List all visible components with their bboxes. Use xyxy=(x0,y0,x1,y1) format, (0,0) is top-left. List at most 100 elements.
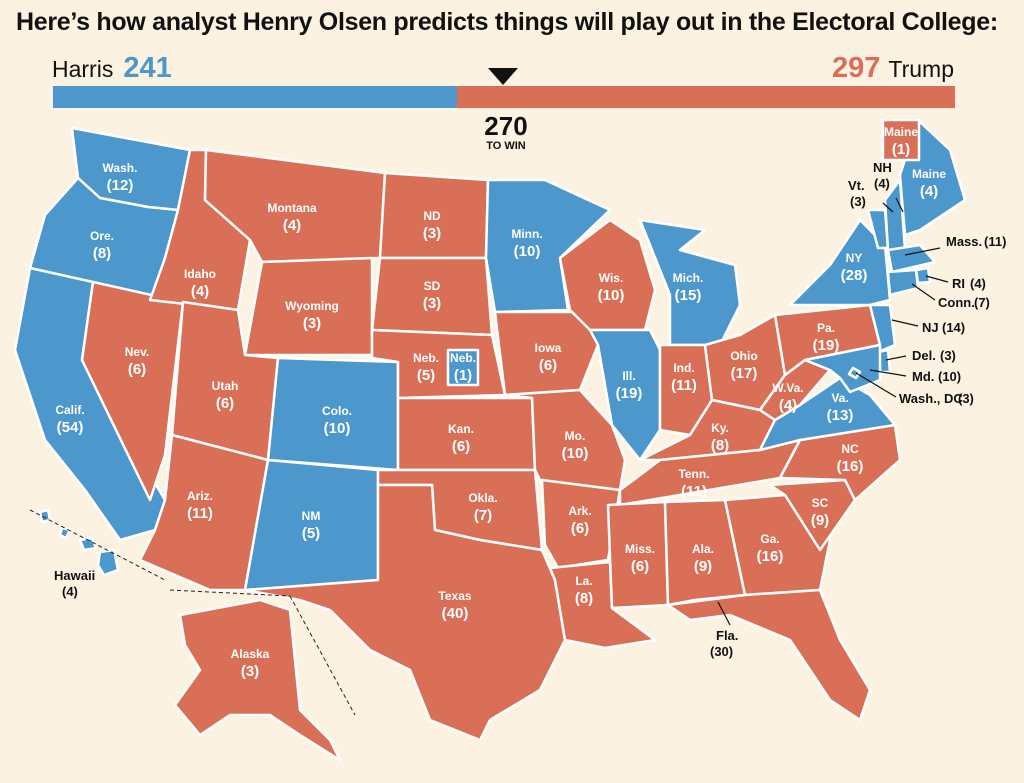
label-md-name: Md. xyxy=(912,369,934,384)
label-ia-name: Iowa xyxy=(535,341,562,355)
label-tx-ev: (40) xyxy=(442,605,469,622)
label-ms: Miss. (6) xyxy=(625,542,655,575)
label-ny-name: NY xyxy=(846,251,863,265)
label-ga-ev: (16) xyxy=(757,548,784,565)
label-nj-ev: (14) xyxy=(942,320,965,335)
alaska-divider-right xyxy=(289,595,356,716)
label-ne2-name: Neb. xyxy=(450,351,476,365)
label-mn-ev: (10) xyxy=(514,243,541,260)
label-ca-name: Calif. xyxy=(55,403,84,417)
label-mn-name: Minn. xyxy=(511,227,542,241)
state-va xyxy=(758,376,897,452)
label-il-ev: (19) xyxy=(616,385,643,402)
label-in-ev: (11) xyxy=(671,377,697,394)
state-ct xyxy=(886,268,920,297)
label-wy-name: Wyoming xyxy=(285,299,339,313)
label-ky-ev: (8) xyxy=(711,437,729,454)
label-mi-name: Mich. xyxy=(673,271,704,285)
state-dc xyxy=(847,366,862,380)
label-nc-name: NC xyxy=(841,442,859,456)
label-ri-name: RI xyxy=(952,276,965,291)
label-ut: Utah (6) xyxy=(212,379,239,412)
label-me2-ev: (1) xyxy=(892,141,910,158)
label-tx-name: Texas xyxy=(438,589,471,603)
harris-votes: 241 xyxy=(123,52,172,84)
label-va-ev: (13) xyxy=(827,407,854,424)
label-mo: Mo. (10) xyxy=(562,429,589,462)
label-me2-name: Maine xyxy=(884,125,918,139)
label-ms-ev: (6) xyxy=(631,558,649,575)
label-in: Ind. (11) xyxy=(671,361,697,394)
state-fl xyxy=(666,588,872,722)
label-ak-name: Alaska xyxy=(231,647,270,661)
label-ar-ev: (6) xyxy=(571,520,589,537)
label-sd: SD (3) xyxy=(423,279,441,312)
label-il-name: Ill. xyxy=(622,369,635,383)
label-mt-ev: (4) xyxy=(283,217,301,234)
label-co: Colo. (10) xyxy=(322,404,352,437)
label-ny-ev: (28) xyxy=(841,267,868,284)
label-ms-name: Miss. xyxy=(625,542,655,556)
label-az-name: Ariz. xyxy=(187,489,213,503)
label-nc-ev: (16) xyxy=(837,458,864,475)
label-de-name: Del. xyxy=(912,348,936,363)
label-ar: Ark. (6) xyxy=(568,504,591,537)
label-nm-name: NM xyxy=(302,509,321,523)
label-hi-name: Hawaii xyxy=(54,568,95,583)
label-ok: Okla. (7) xyxy=(468,491,497,524)
label-ca-ev: (54) xyxy=(57,419,84,436)
label-me-ev: (4) xyxy=(920,183,938,200)
label-nd-ev: (3) xyxy=(423,225,441,242)
label-ok-name: Okla. xyxy=(468,491,497,505)
trump-total: 297 Trump xyxy=(832,52,954,85)
label-oh-ev: (17) xyxy=(731,365,758,382)
label-nv: Nev. (6) xyxy=(125,345,149,378)
label-me2: Maine (1) xyxy=(884,125,918,158)
label-dc-ev: (3) xyxy=(958,391,974,406)
label-ga-name: Ga. xyxy=(760,532,779,546)
label-wv-name: W.Va. xyxy=(772,381,803,395)
label-az-ev: (11) xyxy=(187,505,213,522)
label-mo-ev: (10) xyxy=(562,445,589,462)
label-va-name: Va. xyxy=(831,391,848,405)
label-mt-name: Montana xyxy=(267,201,317,215)
hawaii-divider xyxy=(29,509,166,581)
label-mn: Minn. (10) xyxy=(511,227,542,260)
label-ky-name: Ky. xyxy=(711,421,729,435)
label-mi: Mich. (15) xyxy=(673,271,704,304)
label-mi-ev: (15) xyxy=(675,287,702,304)
label-ia: Iowa (6) xyxy=(535,341,562,374)
label-ks-ev: (6) xyxy=(452,438,470,455)
label-oh-name: Ohio xyxy=(730,349,757,363)
state-ne2 xyxy=(446,348,480,387)
label-wi-name: Wis. xyxy=(599,271,624,285)
label-tn: Tenn. (11) xyxy=(678,467,709,500)
state-md xyxy=(803,343,882,394)
electoral-bar xyxy=(53,86,955,108)
label-nv-ev: (6) xyxy=(128,361,146,378)
label-vt-ev: (3) xyxy=(850,194,866,209)
state-mi xyxy=(638,218,742,347)
label-nc: NC (16) xyxy=(837,442,864,475)
label-la-ev: (8) xyxy=(575,590,593,607)
label-mo-name: Mo. xyxy=(565,429,586,443)
label-hi-ev: (4) xyxy=(62,584,78,599)
trump-name: Trump xyxy=(888,56,954,82)
label-wv: W.Va. (4) xyxy=(772,381,803,414)
label-al-ev: (9) xyxy=(694,558,712,575)
label-nj-name: NJ xyxy=(922,320,939,335)
label-fl-ev: (30) xyxy=(710,644,733,659)
label-al-name: Ala. xyxy=(692,542,714,556)
label-pa-ev: (19) xyxy=(813,337,840,354)
label-me: Maine (4) xyxy=(912,167,946,200)
label-sc: SC (9) xyxy=(811,496,829,529)
label-nm: NM (5) xyxy=(302,509,321,542)
label-nv-name: Nev. xyxy=(125,345,149,359)
headline: Here’s how analyst Henry Olsen predicts … xyxy=(16,8,998,36)
outside-labels: Vt. (3) NH (4) Mass. (11) RI (4) Conn. (… xyxy=(29,160,1006,716)
label-wa: Wash. (12) xyxy=(103,161,138,194)
label-nd: ND (3) xyxy=(423,209,441,242)
label-ut-name: Utah xyxy=(212,379,239,393)
label-wy: Wyoming (3) xyxy=(285,299,339,332)
label-az: Ariz. (11) xyxy=(187,489,213,522)
